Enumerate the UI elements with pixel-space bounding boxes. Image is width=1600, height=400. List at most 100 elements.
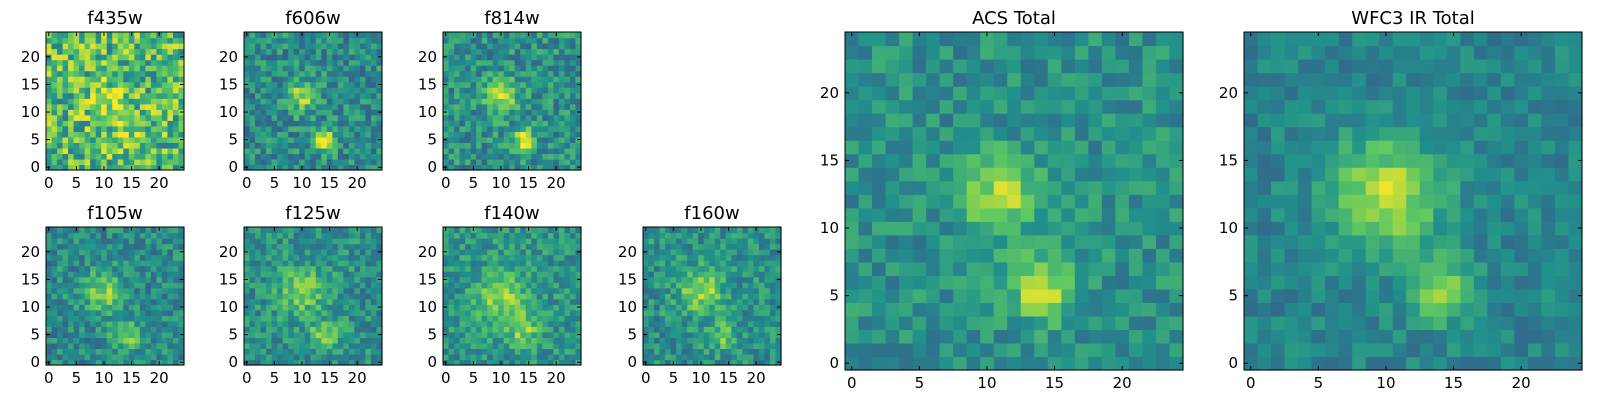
heatmap-cell <box>101 136 108 143</box>
heatmap-cell <box>531 87 538 94</box>
heatmap-cell <box>454 109 461 116</box>
heatmap-cell <box>558 260 566 267</box>
heatmap-cell <box>939 329 954 344</box>
heatmap-cell <box>112 65 119 72</box>
heatmap-cell <box>139 70 146 77</box>
heatmap-cell <box>514 48 521 55</box>
heatmap-cell <box>90 142 97 149</box>
heatmap-cell <box>1020 167 1035 182</box>
heatmap-cell <box>654 298 661 305</box>
heatmap-cell <box>536 109 543 116</box>
heatmap-cell <box>178 142 185 149</box>
heatmap-cell <box>123 114 130 121</box>
heatmap-cell <box>337 227 344 234</box>
heatmap-cell <box>266 249 273 256</box>
heatmap-cell <box>492 337 499 344</box>
heatmap-cell <box>288 142 295 149</box>
heatmap-cell <box>343 348 350 355</box>
heatmap-cell <box>769 265 777 272</box>
heatmap-cell <box>172 65 180 72</box>
heatmap-cell <box>654 254 661 261</box>
heatmap-cell <box>481 282 488 289</box>
heatmap-cell <box>769 353 777 361</box>
x-tick-label: 5 <box>72 369 82 387</box>
heatmap-cell <box>531 120 538 127</box>
heatmap-cell <box>365 125 372 132</box>
heatmap-cell <box>282 114 289 121</box>
heatmap-cell <box>271 120 278 127</box>
heatmap-cell <box>731 232 738 239</box>
heatmap-cell <box>899 329 914 344</box>
heatmap-cell <box>62 98 69 105</box>
heatmap-cell <box>681 260 688 267</box>
heatmap-cell <box>134 48 141 55</box>
heatmap-cell <box>448 76 455 83</box>
heatmap-cell <box>665 353 672 361</box>
heatmap-cell <box>68 76 75 83</box>
heatmap-cell <box>249 348 256 355</box>
heatmap-cell <box>62 125 69 132</box>
heatmap-cell <box>558 331 566 338</box>
heatmap-cell <box>758 293 766 300</box>
heatmap-cell <box>266 153 273 160</box>
heatmap-cell <box>564 238 571 245</box>
heatmap-cell <box>359 260 367 267</box>
heatmap-cell <box>51 326 58 333</box>
heatmap-cell <box>90 147 97 155</box>
heatmap-cell <box>1115 315 1130 331</box>
heatmap-cell <box>101 260 108 267</box>
heatmap-cell <box>498 147 505 155</box>
heatmap-cell <box>845 167 860 182</box>
heatmap-cell <box>343 359 350 366</box>
heatmap-cell <box>709 331 716 338</box>
heatmap-cell <box>95 353 102 361</box>
heatmap-cell <box>993 275 1008 290</box>
heatmap-cell <box>326 142 333 149</box>
heatmap-cell <box>101 287 108 294</box>
heatmap-cell <box>315 282 322 289</box>
heatmap-cell <box>249 359 256 366</box>
heatmap-cell <box>564 164 571 171</box>
heatmap-cell <box>564 131 571 138</box>
heatmap-cell <box>304 158 311 166</box>
heatmap-cell <box>145 315 152 322</box>
heatmap-cell <box>260 103 267 110</box>
heatmap-cell <box>564 65 571 72</box>
heatmap-cell <box>299 309 306 316</box>
heatmap-cell <box>966 302 981 317</box>
heatmap-cell <box>260 65 267 72</box>
heatmap-cell <box>123 153 130 160</box>
heatmap-cell <box>123 232 130 239</box>
heatmap-cell <box>681 348 688 355</box>
heatmap-cell <box>68 70 75 77</box>
heatmap-cell <box>703 304 710 311</box>
heatmap-cell <box>492 238 499 245</box>
heatmap-cell <box>343 125 350 132</box>
heatmap-cell <box>271 243 278 250</box>
heatmap-cell <box>487 70 494 77</box>
heatmap-cell <box>282 59 289 66</box>
heatmap-cell <box>95 98 102 105</box>
heatmap-cell <box>681 298 688 305</box>
heatmap-cell <box>698 243 705 250</box>
heatmap-cell <box>150 276 157 283</box>
heatmap-cell <box>172 87 180 94</box>
heatmap-cell <box>123 249 130 256</box>
heatmap-cell <box>670 326 677 333</box>
heatmap-cell <box>542 92 549 99</box>
heatmap-cell <box>775 326 782 333</box>
heatmap-cell <box>670 304 677 311</box>
heatmap-cell <box>569 348 577 355</box>
heatmap-cell <box>150 59 157 66</box>
heatmap-cell <box>753 353 760 361</box>
heatmap-cell <box>106 76 113 83</box>
heatmap-cell <box>443 243 450 250</box>
heatmap-cell <box>370 282 378 289</box>
heatmap-cell <box>161 158 169 166</box>
heatmap-cell <box>514 153 521 160</box>
heatmap-cell <box>470 70 477 77</box>
heatmap-cell <box>899 302 914 317</box>
heatmap-cell <box>244 103 251 110</box>
heatmap-cell <box>1061 275 1076 290</box>
heatmap-cell <box>481 125 488 132</box>
